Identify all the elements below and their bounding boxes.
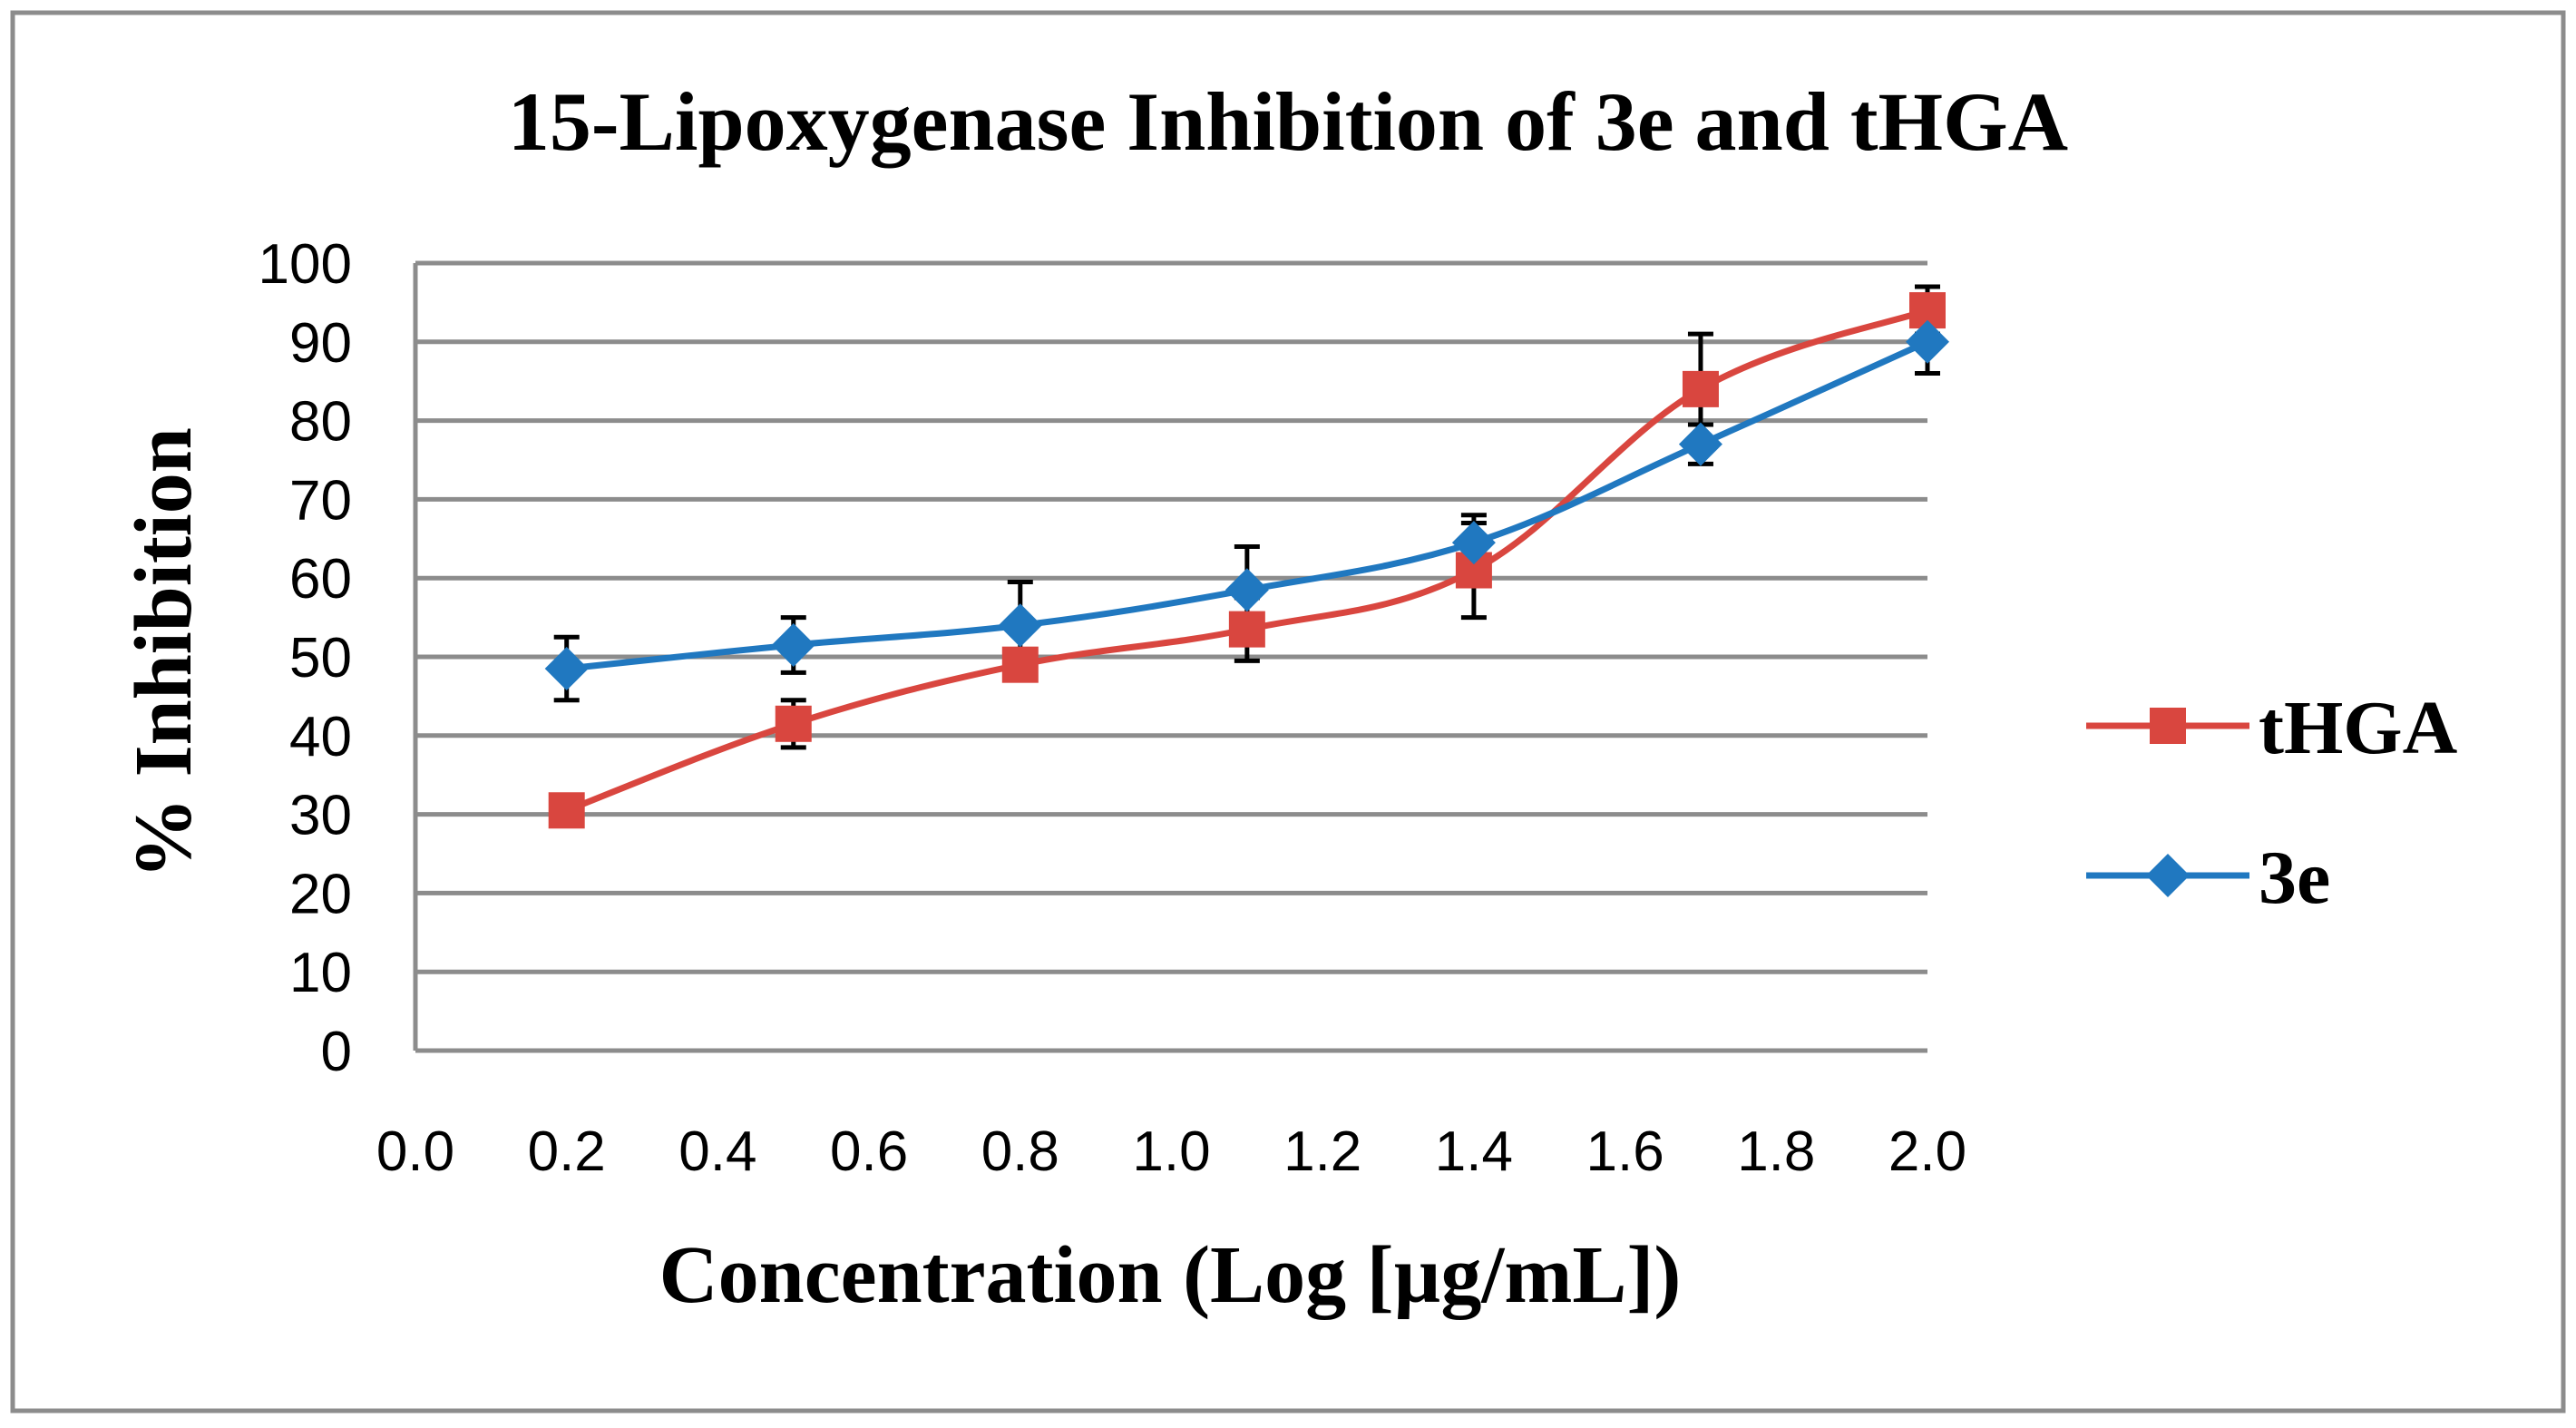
data-point-3e-0.2: [544, 647, 589, 691]
y-tick-label-70: 70: [289, 469, 352, 532]
y-tick-label-60: 60: [289, 548, 352, 611]
legend: tHGA 3e: [2086, 686, 2458, 920]
y-tick-label-20: 20: [289, 863, 352, 925]
y-tick-label-40: 40: [289, 706, 352, 768]
chart-border: [10, 10, 2566, 1413]
data-point-3e-1.7: [1678, 422, 1722, 466]
data-point-tHGA-1.1: [1228, 611, 1265, 648]
x-tick-label-1.4: 1.4: [1435, 1120, 1513, 1183]
x-tick-label-2.0: 2.0: [1888, 1120, 1966, 1183]
x-tick-label-1.0: 1.0: [1132, 1120, 1210, 1183]
legend-item-3e: 3e: [2086, 836, 2330, 920]
data-point-3e-2: [1906, 319, 1949, 364]
y-tick-label-50: 50: [289, 627, 352, 690]
y-tick-label-0: 0: [321, 1021, 352, 1083]
axes: [413, 263, 1927, 1053]
y-tick-label-100: 100: [259, 233, 352, 296]
series-markers: [544, 292, 1949, 829]
y-tick-label-90: 90: [289, 312, 352, 375]
data-point-tHGA-0.5: [775, 705, 812, 742]
data-point-tHGA-0.2: [548, 792, 585, 829]
x-tick-label-0.2: 0.2: [528, 1120, 606, 1183]
y-tick-labels: 0 10 20 30 40 50 60 70 80 90 100: [259, 233, 352, 1083]
y-tick-label-10: 10: [289, 942, 352, 1004]
x-axis-title: Concentration (Log [µg/mL]): [659, 1230, 1682, 1320]
gridlines: [415, 260, 1927, 974]
x-tick-label-1.2: 1.2: [1283, 1120, 1361, 1183]
data-point-3e-1.4: [1451, 521, 1496, 565]
data-point-tHGA-1.7: [1682, 370, 1719, 407]
y-axis-title: % Inhibition: [119, 427, 209, 879]
legend-label-tHGA: tHGA: [2259, 686, 2458, 770]
x-tick-label-0.4: 0.4: [678, 1120, 756, 1183]
x-tick-labels: 0.0 0.2 0.4 0.6 0.8 1.0 1.2 1.4 1.6 1.8 2.0: [376, 1120, 1966, 1183]
x-tick-label-1.6: 1.6: [1586, 1120, 1664, 1183]
data-point-3e-0.5: [771, 622, 815, 667]
data-point-tHGA-0.8: [1001, 646, 1039, 683]
data-point-3e-1.1: [1225, 568, 1269, 612]
x-tick-label-1.8: 1.8: [1737, 1120, 1815, 1183]
legend-marker-3e: [2146, 854, 2190, 897]
y-tick-label-30: 30: [289, 785, 352, 847]
data-point-3e-0.8: [998, 603, 1042, 648]
y-tick-label-80: 80: [289, 391, 352, 454]
chart-title: 15-Lipoxygenase Inhibition of 3e and tHG…: [508, 75, 2068, 168]
x-tick-label-0.8: 0.8: [981, 1120, 1059, 1183]
legend-item-tHGA: tHGA: [2086, 686, 2458, 770]
legend-label-3e: 3e: [2259, 836, 2330, 920]
x-tick-label-0.6: 0.6: [830, 1120, 908, 1183]
x-tick-label-0.0: 0.0: [376, 1120, 454, 1183]
legend-marker-tHGA: [2150, 708, 2186, 744]
